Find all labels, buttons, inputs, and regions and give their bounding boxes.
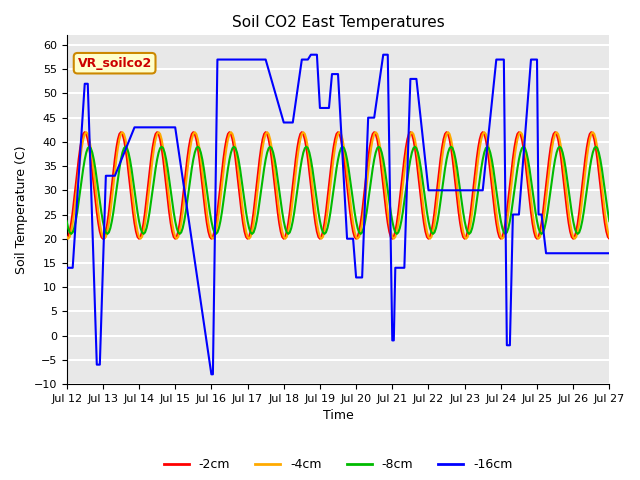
Title: Soil CO2 East Temperatures: Soil CO2 East Temperatures [232,15,444,30]
Y-axis label: Soil Temperature (C): Soil Temperature (C) [15,145,28,274]
X-axis label: Time: Time [323,409,353,422]
Text: VR_soilco2: VR_soilco2 [77,57,152,70]
Legend: -2cm, -4cm, -8cm, -16cm: -2cm, -4cm, -8cm, -16cm [159,453,518,476]
